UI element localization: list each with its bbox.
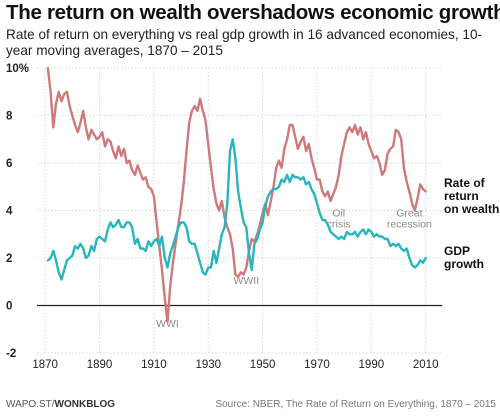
annotation-label: Oil [332,207,345,219]
x-tick-label: 1910 [141,359,167,371]
series-label: growth [444,257,484,271]
x-tick-label: 1890 [87,359,113,371]
x-tick-label: 1930 [195,359,221,371]
series-layer [46,66,427,324]
annotation-label: recession [387,218,432,230]
y-tick-label: 6 [6,158,12,170]
series-label: GDP [444,244,470,258]
y-tick-label: 8 [6,111,13,123]
annotation-label: WWII [233,275,259,287]
y-tick-label: 2 [6,253,12,265]
x-tick-label: 2010 [413,359,439,371]
x-tick-label: 1870 [32,359,58,371]
y-tick-label: 4 [6,206,13,218]
footer-source-site: WAPO.ST/WONKBLOG [6,399,115,410]
x-tick-label: 1990 [359,359,385,371]
chart-subtitle: Rate of return on everything vs real gdp… [6,27,483,58]
annotation-label: crisis [327,218,351,230]
y-tick-label: 0 [6,301,12,313]
chart-title: The return on wealth overshadows economi… [6,1,500,24]
x-tick-label: 1950 [250,359,276,371]
grid-layer: 10% 8 6 4 2 0 -2 1870 1890 1910 1930 1950 1970 1990 20… [6,63,442,371]
series-line-gdp-growth [46,138,427,281]
y-tick-label: -2 [6,348,16,360]
annotation-label: WWI [156,318,179,330]
series-label: on wealth [444,202,499,216]
footer-source-note: Source: NBER, The Rate of Return on Ever… [215,399,496,410]
y-tick-label: 10% [6,63,29,75]
series-line-return-on-wealth [46,66,427,324]
series-label: Rate of [444,176,486,190]
series-label: return [444,189,479,203]
x-tick-label: 1970 [304,359,330,371]
footer-site-text: WAPO.ST/ [6,399,55,410]
footer-brand: WONKBLOG [54,399,116,410]
